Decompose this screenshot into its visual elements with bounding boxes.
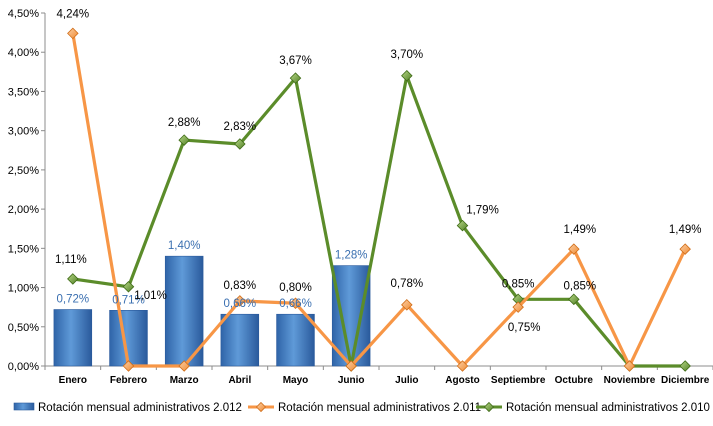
y-tick-label: 0,00% <box>8 361 39 373</box>
line-data-label: 1,49% <box>669 224 702 236</box>
line-data-label: 0,78% <box>391 278 424 290</box>
x-tick-label: Noviembre <box>604 375 656 386</box>
point-marker <box>456 360 469 372</box>
line-data-label: 1,01% <box>134 290 167 302</box>
y-tick-label: 3,00% <box>8 126 39 138</box>
legend-swatch-marker <box>255 401 267 413</box>
line-data-label: 0,80% <box>279 282 312 294</box>
point-marker <box>401 299 413 311</box>
point-marker <box>568 293 580 306</box>
legend-swatch-bar <box>13 402 35 411</box>
bar <box>331 265 371 367</box>
point-marker <box>234 138 246 150</box>
bar-data-label: 1,28% <box>335 250 368 262</box>
line-data-label: 1,79% <box>466 205 499 217</box>
x-tick-label: Enero <box>59 375 87 386</box>
point-marker <box>122 281 135 293</box>
y-tick-label: 4,50% <box>8 8 39 20</box>
x-tick-label: Septiembre <box>491 375 546 386</box>
point-marker <box>345 360 357 372</box>
point-marker <box>623 360 636 372</box>
line-data-label: 1,11% <box>55 254 87 266</box>
point-marker <box>401 69 413 82</box>
line-data-label: 2,88% <box>168 117 201 129</box>
data-labels: 0,72% 0,71% 1,40% 0,66% 0,66% 1,28% 4,24% 0,83%… <box>55 8 702 334</box>
point-marker <box>122 360 135 372</box>
x-tick-label: Febrero <box>110 375 147 386</box>
point-marker <box>679 243 691 255</box>
x-tick-label: Julio <box>395 375 418 386</box>
point-marker <box>289 72 302 84</box>
x-tick-label: Abril <box>228 375 251 386</box>
x-tick-label: Junio <box>338 375 365 386</box>
point-marker <box>289 297 302 310</box>
point-marker <box>67 273 79 285</box>
x-tick-label: Diciembre <box>661 375 710 386</box>
y-tick-label: 0,50% <box>8 322 39 334</box>
legend-label: Rotación mensual administrativos 2.011 <box>278 402 481 414</box>
point-marker <box>568 243 580 255</box>
point-marker <box>512 301 524 313</box>
bar-data-label: 1,40% <box>168 240 201 252</box>
y-tick-label: 2,50% <box>8 165 39 177</box>
line-data-label: 2,83% <box>224 121 257 133</box>
point-marker <box>456 219 469 232</box>
line-data-label: 1,49% <box>564 224 597 236</box>
y-tick-label: 4,00% <box>8 47 39 59</box>
bar <box>53 309 93 367</box>
y-tick-label: 1,50% <box>8 243 39 255</box>
point-marker <box>178 360 190 372</box>
series-line <box>71 33 687 368</box>
line-data-label: 3,70% <box>391 49 424 61</box>
y-tick-label: 3,50% <box>8 86 39 98</box>
line-data-label: 0,85% <box>564 280 597 292</box>
legend-label: Rotación mensual administrativos 2.010 <box>506 402 710 414</box>
x-tick-label: Agosto <box>445 375 479 386</box>
x-tick-label: Octubre <box>555 375 594 386</box>
line-data-label: 4,24% <box>57 8 90 20</box>
legend-label: Rotación mensual administrativos 2.012 <box>38 402 242 414</box>
axes: 0,00% 0,50% 1,00% 1,50% 2,00% 2,50% 3,00% 3,50%… <box>8 8 713 386</box>
line-data-label: 3,67% <box>279 55 312 67</box>
legend-swatch-marker <box>483 401 495 413</box>
line-data-label: 0,75% <box>508 322 541 334</box>
point-marker <box>679 360 691 372</box>
bar-data-label: 0,71% <box>112 294 145 306</box>
bar <box>220 313 260 367</box>
line-series <box>67 27 691 372</box>
bar-data-label: 0,66% <box>279 298 312 310</box>
bar <box>276 313 315 367</box>
bar-data-label: 0,66% <box>224 298 257 310</box>
point-marker <box>234 295 246 307</box>
x-tick-label: Mayo <box>283 375 309 386</box>
line-data-label: 0,83% <box>224 280 257 292</box>
y-tick-label: 2,00% <box>8 204 39 216</box>
x-tick-label: Marzo <box>170 375 199 386</box>
legend: Rotación mensual administrativos 2.012 Ro… <box>13 401 710 414</box>
bar <box>164 255 204 367</box>
point-marker <box>178 134 190 146</box>
line-data-label: 0,85% <box>502 278 535 290</box>
bar-series <box>53 255 371 367</box>
bar-data-label: 0,72% <box>57 294 90 306</box>
point-marker <box>67 27 79 40</box>
series-line <box>72 74 686 368</box>
y-tick-label: 1,00% <box>8 283 39 295</box>
